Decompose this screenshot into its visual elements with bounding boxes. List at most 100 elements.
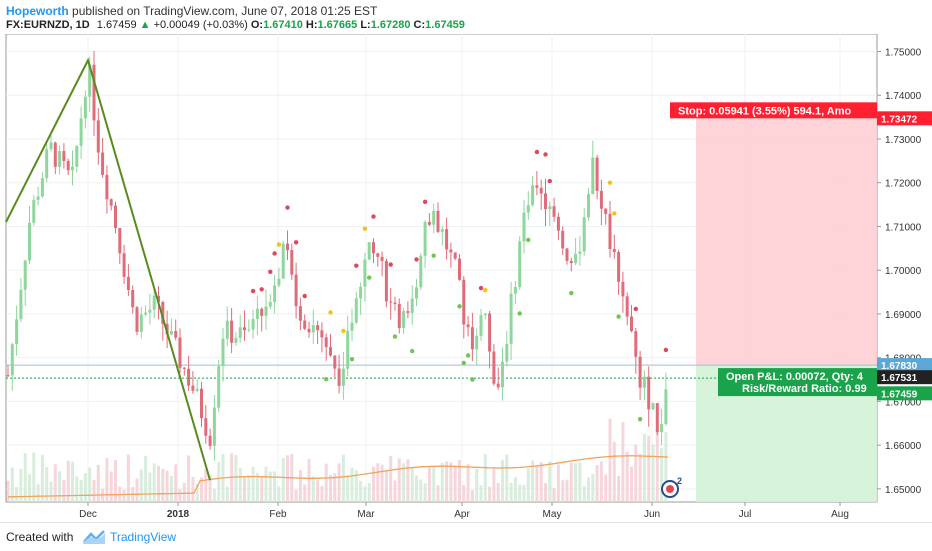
tradingview-logo-icon[interactable] [82,529,106,545]
volume-bar [462,484,466,502]
candle-body [251,318,255,330]
candle-body [531,185,535,206]
volume-bar [539,462,543,502]
candle-body [161,301,165,324]
candle-body [6,375,10,377]
volume-bar [350,467,354,502]
candle-body [208,435,212,446]
volume-bar [96,464,100,502]
volume-bar [384,470,388,502]
candle-body [268,301,272,307]
candle-body [122,253,126,277]
volume-bar [518,484,522,502]
volume-bar [251,466,255,502]
volume-bar [32,452,36,502]
candle-body [49,142,53,150]
candle-body [66,160,70,171]
volume-bar [522,484,526,502]
volume-bar [367,483,371,502]
candle-body [316,325,320,331]
indicator-dot [465,353,471,358]
volume-bar [427,467,431,502]
volume-bar [664,432,668,502]
candle-body [247,329,251,331]
footer: Created with TradingView [0,522,932,551]
volume-bar [587,477,590,502]
candle-body [281,243,285,279]
candle-body [513,287,517,294]
volume-bar [578,462,582,502]
price-change: +0.00049 (+0.03%) [153,19,248,31]
candle-body [139,314,143,332]
candle-body [440,229,444,232]
volume-bar [526,468,530,502]
candle-body [423,221,427,256]
candle-body [453,252,457,259]
candle-body [483,313,487,316]
volume-bar [634,444,638,502]
indicator-dot [534,149,540,155]
candle-body [324,337,328,348]
y-tick-label: 1.69000 [885,310,922,321]
volume-bar [268,471,272,502]
indicator-dot [607,180,613,185]
low-value: 1.67280 [370,19,411,31]
volume-bar [19,468,23,502]
y-tick-label: 1.73000 [885,135,922,146]
indicator-dot [328,310,333,315]
candle-body [548,206,552,210]
moving-average-line [7,455,669,498]
volume-bar [88,467,92,502]
indicator-dot [616,314,621,319]
x-tick-label: Jun [644,509,660,520]
volume-bar [591,474,595,502]
x-tick-label: Aug [831,509,849,520]
volume-bar [212,488,216,502]
volume-bar [152,463,156,502]
candle-body [466,324,470,328]
indicator-dot [483,287,488,293]
indicator-dot [272,251,277,256]
candle-body [608,213,612,250]
volume-bar [281,458,285,502]
candle-body [393,302,397,304]
volume-bar [45,467,49,502]
volume-bar [286,455,289,502]
volume-bar [423,483,427,502]
chart-area[interactable]: 1.75000 1.74000 1.73000 1.72000 1.71000 1.700… [0,33,932,522]
candle-body [234,337,238,343]
volume-bar [453,465,457,502]
indicator-dot [388,262,393,267]
volume-bar [445,461,449,502]
volume-bar [470,489,474,502]
volume-bar [419,479,423,502]
candle-body [144,312,148,315]
volume-bar [191,476,195,502]
volume-bar [556,464,560,502]
volume-bar [174,464,178,502]
volume-bar [647,435,651,502]
price-chart[interactable]: 1.75000 1.74000 1.73000 1.72000 1.71000 1.700… [0,33,932,522]
price-badge [877,386,932,401]
volume-bar [479,485,483,502]
volume-bar [621,422,625,502]
candle-body [565,248,569,261]
indicator-dot [461,360,466,366]
candle-body [290,250,294,275]
candle-body [505,343,509,362]
symbol-name[interactable]: FX:EURNZD, 1D [6,19,90,31]
candle-body [402,311,406,328]
candle-body [582,217,586,252]
zigzag-line [5,57,211,481]
volume-bar [509,482,513,502]
volume-bar [169,475,173,502]
author-link[interactable]: Hopeworth [6,4,69,18]
candle-body [92,64,96,121]
candle-body [88,64,92,97]
indicator-dot [302,293,307,299]
pnl-label: Open P&L: 0.00072, Qty: 4 [726,371,864,383]
tradingview-brand[interactable]: TradingView [110,530,177,544]
volume-bar [264,466,268,502]
volume-bar [660,447,664,502]
candle-body [539,187,543,194]
